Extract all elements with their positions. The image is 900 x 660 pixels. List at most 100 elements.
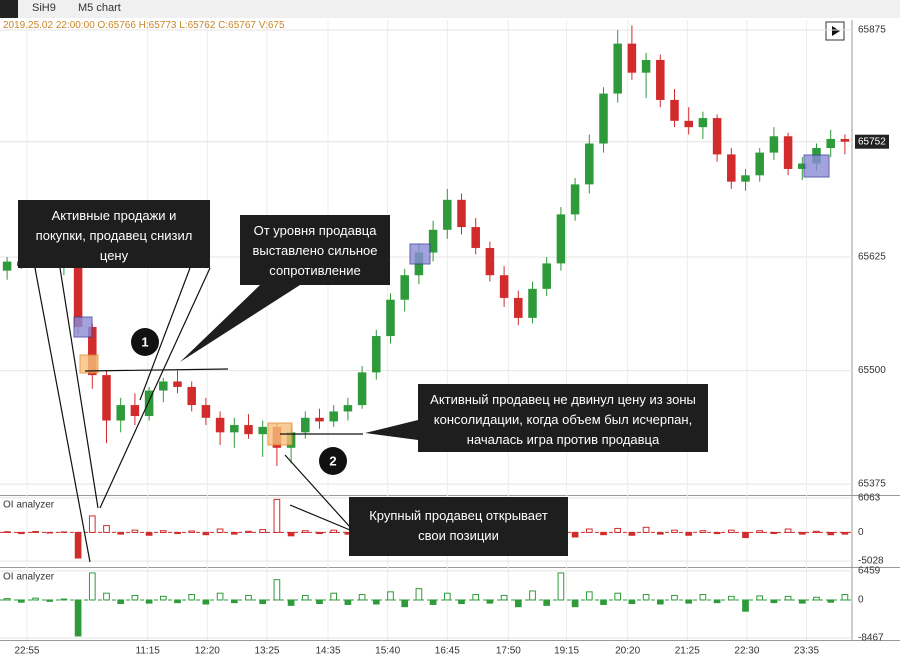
candle-body [840, 138, 850, 142]
candle-body [755, 152, 764, 176]
candle-body [599, 93, 608, 144]
oi-bar [301, 530, 309, 533]
toolbar [0, 0, 900, 18]
oi-bar [742, 531, 749, 539]
annotation: От уровня продавца выставлено сильное со… [240, 215, 390, 285]
x-tick-label: 16:45 [435, 646, 460, 657]
candle-body [173, 381, 182, 387]
oi-bar [429, 599, 437, 605]
oi-bar [216, 592, 224, 601]
oi-bar [230, 531, 238, 535]
oi-bar [259, 529, 267, 533]
annotation-lines [34, 267, 363, 563]
candle-body [73, 259, 83, 327]
oi-bar [358, 594, 366, 601]
oi-bar [259, 599, 267, 605]
oi-bar [32, 597, 39, 601]
oi-bar [628, 531, 636, 536]
oi-bar [642, 594, 650, 601]
candle-body [244, 425, 253, 435]
oi-bar [188, 594, 196, 601]
candle-body [386, 299, 395, 337]
cluster-box [73, 316, 93, 338]
y-tick-label: 0 [858, 595, 864, 606]
candle-body [485, 247, 495, 276]
oi-bar [784, 595, 792, 601]
oi-bar [685, 599, 693, 604]
oi-bar [671, 594, 678, 601]
level-line [84, 368, 229, 372]
oi-bar [17, 531, 25, 535]
y-tick-label: 6459 [858, 566, 881, 577]
candle-body [230, 425, 239, 433]
oi-bar [472, 594, 480, 601]
oi-bar [770, 531, 778, 535]
oi-bar [798, 599, 806, 604]
oi-bar [202, 599, 210, 605]
oi-bar [3, 531, 11, 533]
arrow-line [139, 267, 191, 401]
candle-body [641, 59, 651, 73]
oi-bar [88, 515, 96, 533]
candle-body [826, 138, 835, 149]
oi-bar [131, 529, 139, 533]
symbol[interactable]: SiH9 [32, 2, 56, 14]
oi-bar [727, 529, 735, 533]
oi-bar [713, 599, 721, 604]
oi-bar [415, 588, 423, 601]
candle-body [471, 227, 480, 248]
oi-bar [316, 599, 323, 605]
cluster-box [803, 154, 830, 178]
y-tick-label: -5028 [858, 556, 884, 567]
oi-bar [827, 599, 835, 603]
candle-body [798, 163, 807, 169]
x-tick-label: 19:15 [554, 646, 579, 657]
oi-bar [571, 599, 579, 608]
oi-bar [188, 530, 196, 533]
candle-body [741, 175, 750, 182]
scroll-icon [832, 26, 840, 36]
oi-bar [159, 530, 167, 533]
candle-body [428, 229, 438, 253]
oi-bar [642, 526, 650, 533]
candle-body [88, 326, 97, 376]
candle-body [570, 184, 580, 215]
oi-bar [727, 595, 735, 601]
oi-bar [543, 599, 551, 606]
oi-bar [3, 598, 11, 601]
candle-body [258, 426, 267, 435]
cluster-box [79, 354, 99, 374]
oi-bar [117, 531, 125, 535]
x-tick-label: 17:50 [496, 646, 521, 657]
oi-bar [557, 572, 565, 601]
y-tick-label: 65625 [858, 252, 886, 263]
y-tick-label: 65500 [858, 365, 886, 376]
oi-bar [770, 599, 778, 604]
oi-bar [60, 598, 68, 601]
oi-bar [585, 591, 593, 601]
oi-bar [529, 590, 536, 601]
candle-body [400, 275, 409, 300]
candle-body [670, 99, 679, 121]
candle-body [712, 118, 722, 155]
annotation: Крупный продавец открывает свои позиции [349, 497, 568, 556]
logo[interactable] [0, 0, 18, 18]
oi-bar [784, 528, 792, 533]
x-tick-label: 20:20 [615, 646, 640, 657]
annotation: Активный продавец не двинул цену из зоны… [418, 384, 708, 452]
info-line: 2019.25.02 22:00:00 O:65766 H:65773 L:65… [3, 20, 285, 31]
oi-bar [245, 530, 252, 533]
last-price-label: 65752 [858, 136, 886, 147]
oi-bar [756, 595, 764, 601]
oi-bar [216, 528, 224, 533]
oi-bar [330, 529, 338, 533]
oi-bar [32, 531, 39, 533]
candle-body [727, 154, 736, 182]
marker-label: 2 [329, 453, 336, 468]
oi-bar [841, 531, 849, 535]
candle-body [528, 288, 537, 318]
candle-body [514, 297, 523, 318]
oi-bar [202, 531, 210, 536]
timeframe[interactable]: M5 chart [78, 2, 121, 14]
oi-bar [287, 599, 295, 606]
